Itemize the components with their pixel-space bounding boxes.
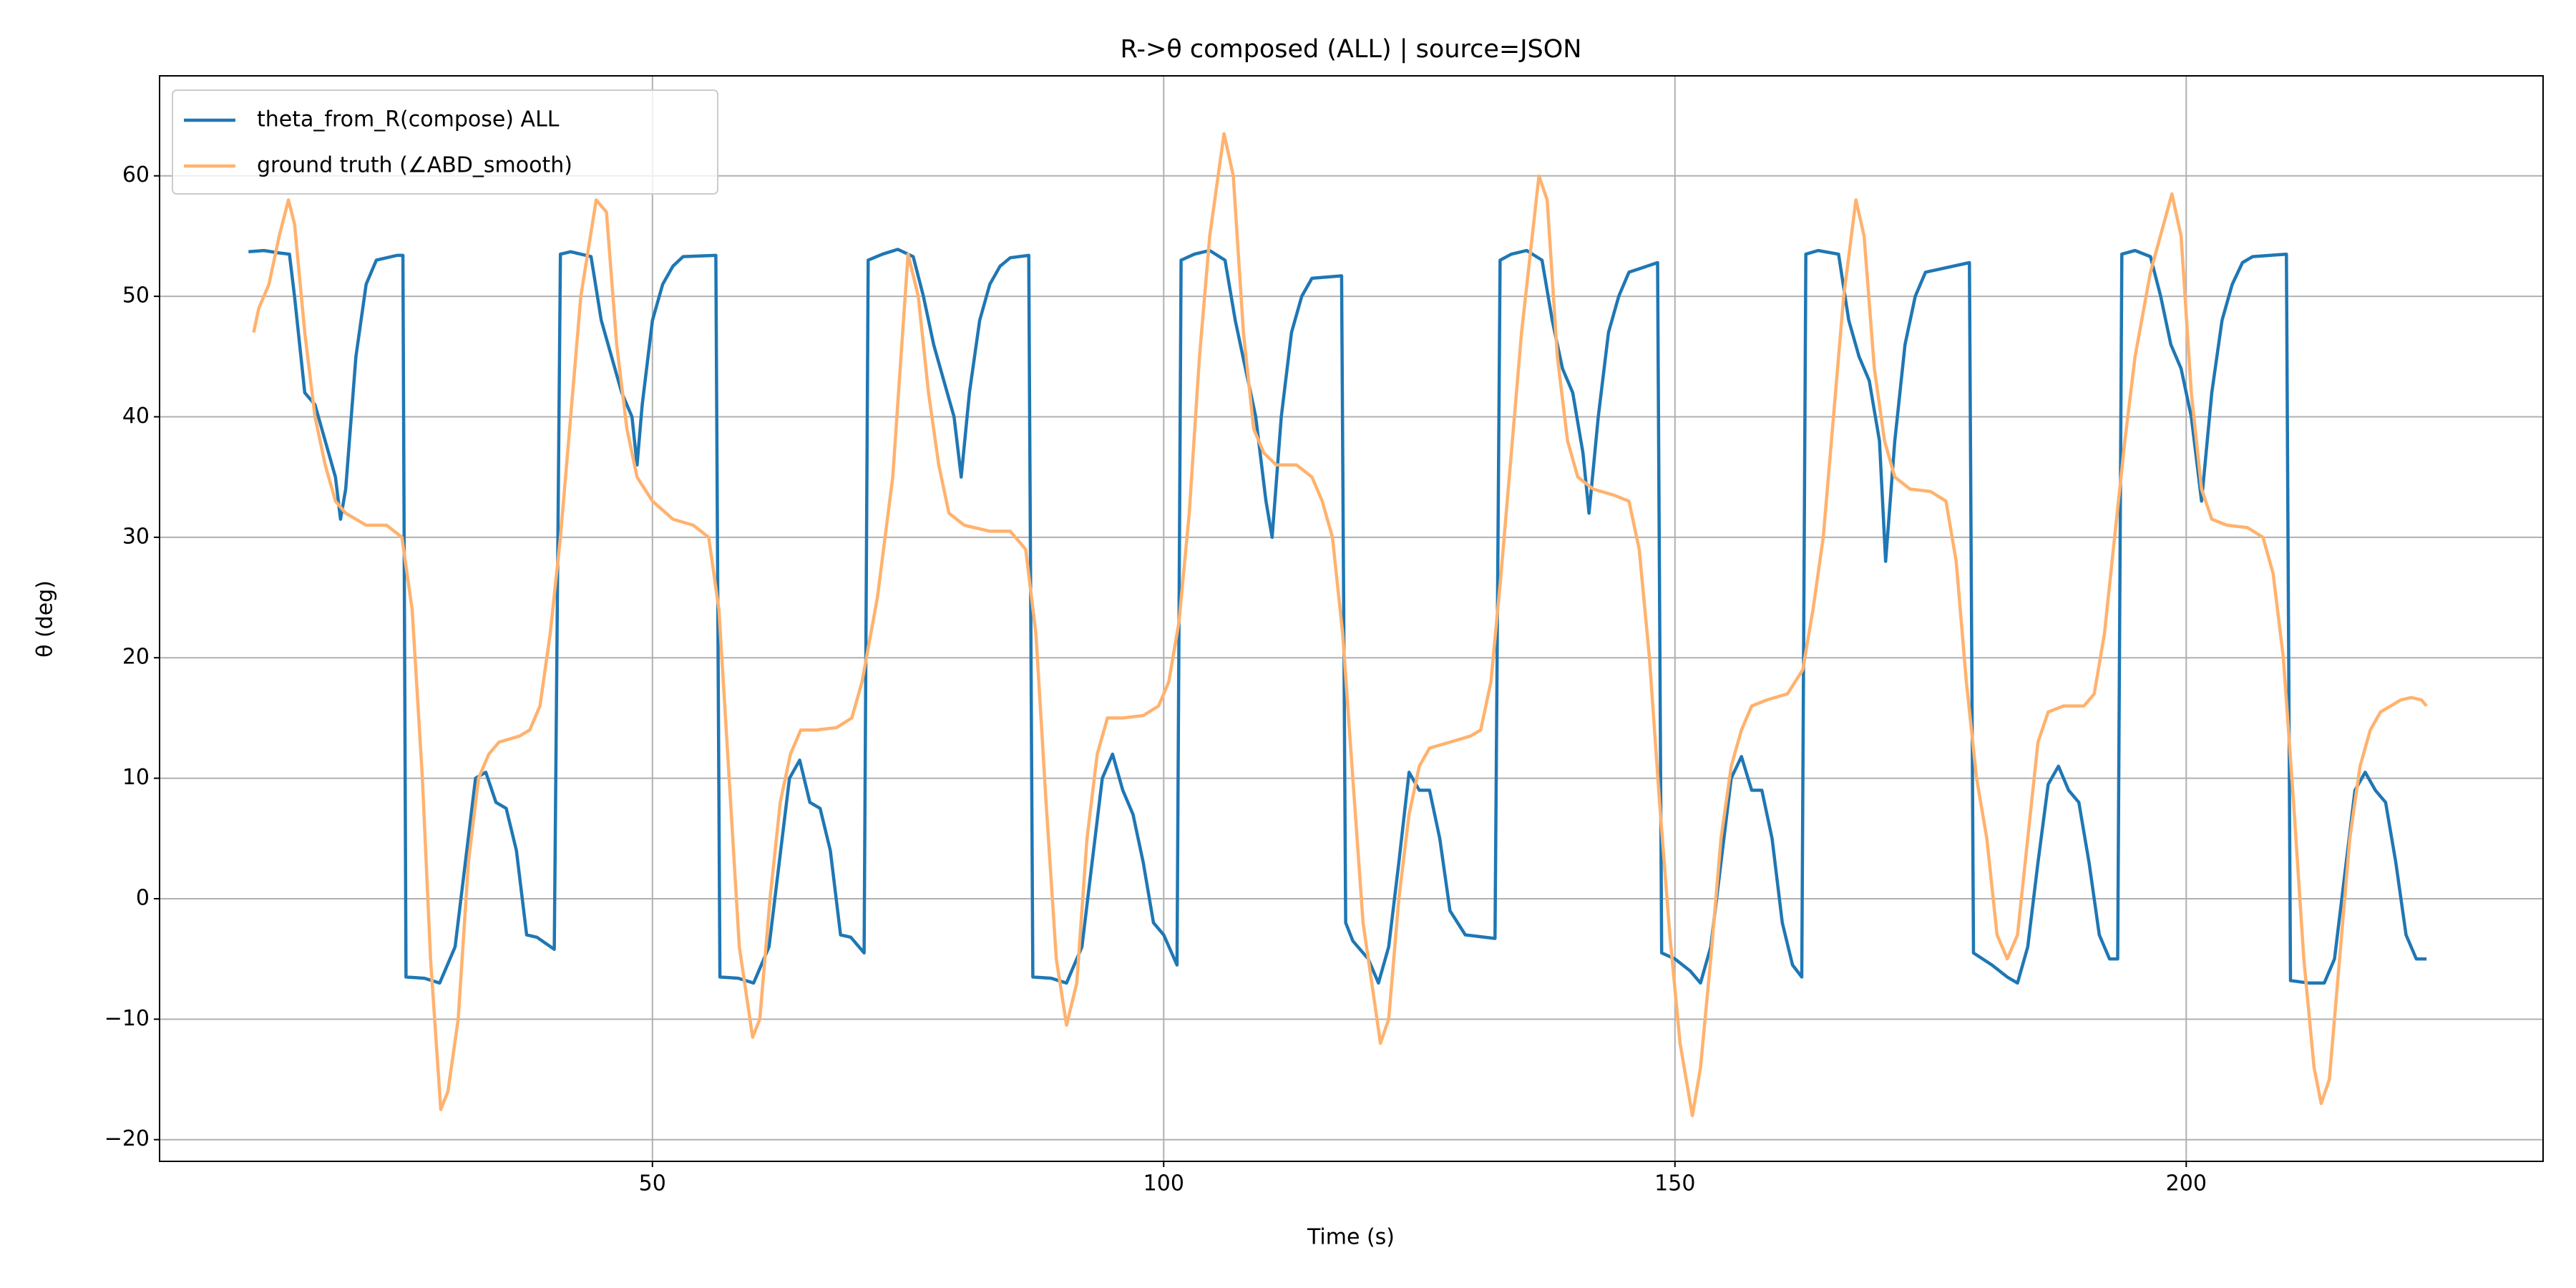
- plot-frame: [159, 75, 2544, 1162]
- series-line: [252, 132, 2428, 1118]
- y-tick-label: 0: [136, 885, 150, 910]
- y-tick-label: −10: [104, 1006, 150, 1031]
- legend-label: theta_from_R(compose) ALL: [257, 107, 560, 132]
- x-axis-label: Time (s): [1307, 1225, 1395, 1250]
- y-tick-label: 30: [122, 524, 150, 549]
- x-tick-label: 150: [1654, 1171, 1695, 1196]
- y-tick-label: 20: [122, 645, 150, 670]
- y-tick-label: 60: [122, 162, 150, 187]
- legend-label: ground truth (∠ABD_smooth): [257, 153, 572, 178]
- y-tick-label: −20: [104, 1126, 150, 1151]
- chart-title: R->θ composed (ALL) | source=JSON: [1120, 35, 1581, 64]
- series-line: [248, 248, 2427, 985]
- x-tick-label: 100: [1143, 1171, 1184, 1196]
- legend-box: [172, 89, 718, 195]
- y-axis-label: θ (deg): [33, 580, 58, 658]
- y-tick-label: 50: [122, 283, 150, 308]
- y-tick-label: 40: [122, 404, 150, 429]
- y-tick-label: 10: [122, 765, 150, 790]
- x-tick-label: 200: [2166, 1171, 2207, 1196]
- x-tick-label: 50: [639, 1171, 666, 1196]
